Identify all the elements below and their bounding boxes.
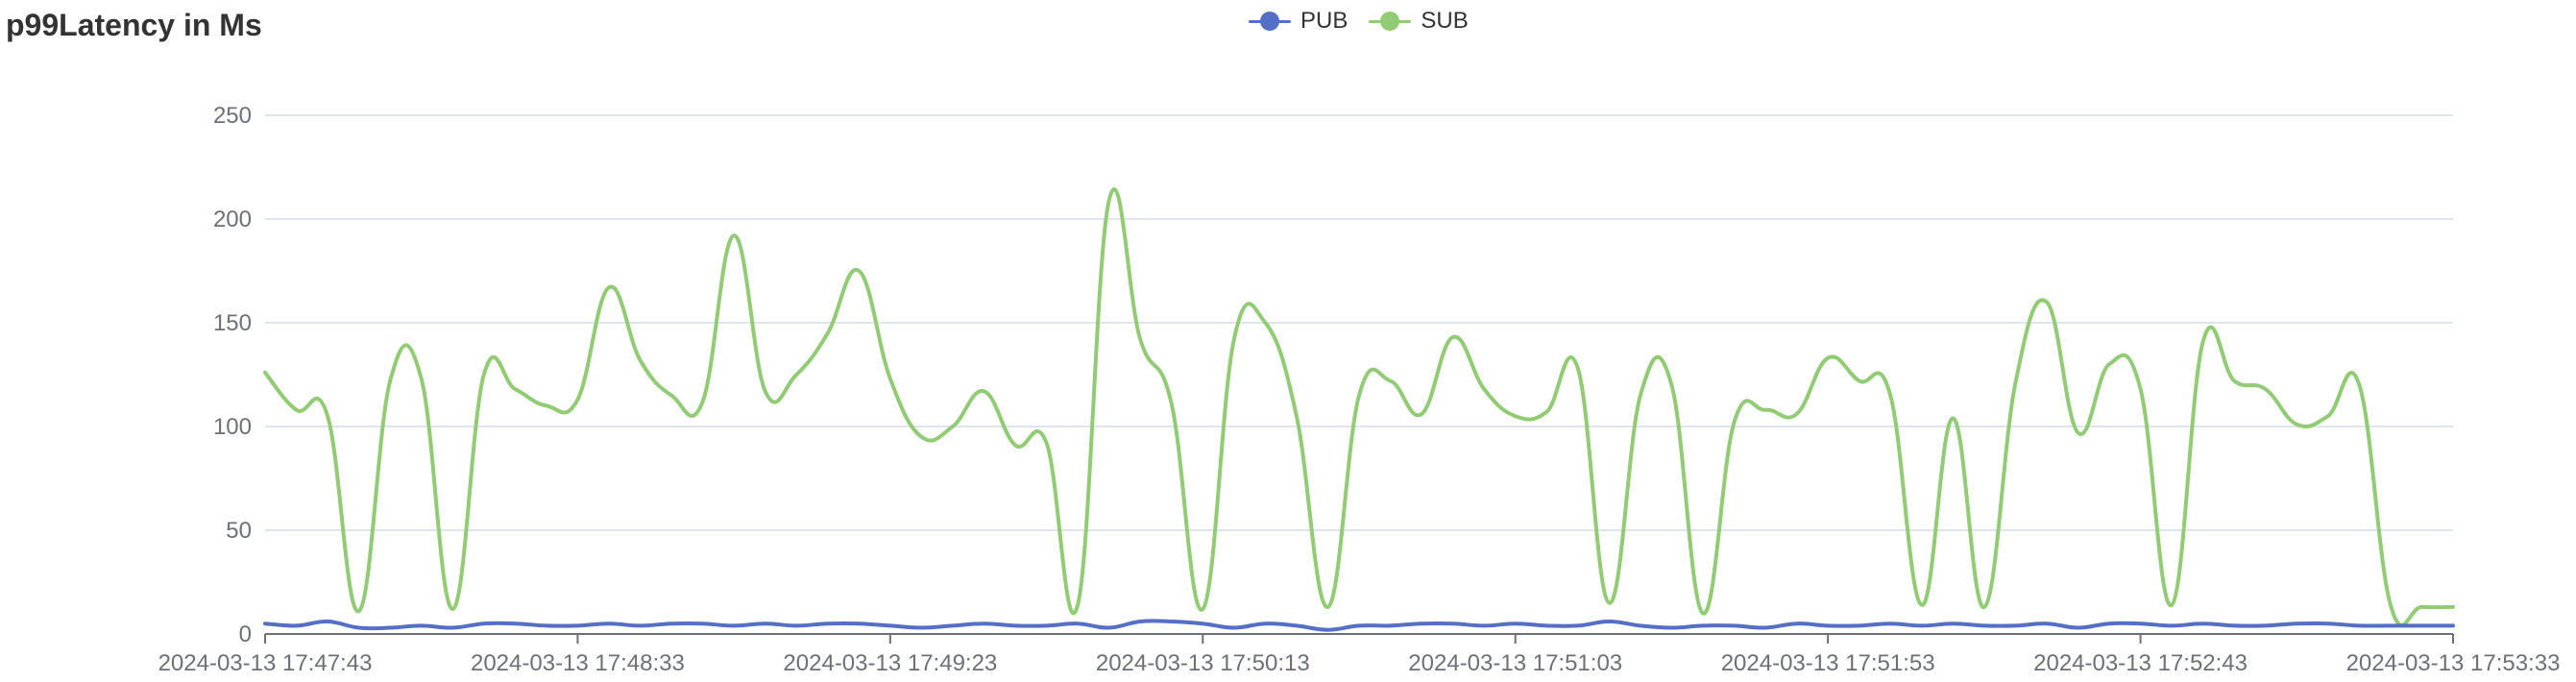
chart-title: p99Latency in Ms <box>6 8 262 42</box>
x-tick-label: 2024-03-13 17:48:33 <box>471 650 685 676</box>
y-tick-label: 0 <box>239 621 252 647</box>
x-tick-label: 2024-03-13 17:51:53 <box>1721 650 1935 676</box>
x-tick-label: 2024-03-13 17:50:13 <box>1096 650 1310 676</box>
x-tick-label: 2024-03-13 17:49:23 <box>783 650 997 676</box>
y-tick-label: 50 <box>226 518 252 544</box>
legend-sub-label: SUB <box>1421 8 1469 34</box>
legend-pub-swatch-icon <box>1249 11 1291 32</box>
x-axis: 2024-03-13 17:47:43 2024-03-13 17:48:33 20… <box>158 633 2561 676</box>
legend-item-pub[interactable]: PUB <box>1249 8 1348 35</box>
x-tick-label: 2024-03-13 17:52:43 <box>2033 650 2248 676</box>
y-tick-label: 100 <box>213 414 252 440</box>
y-axis-ticks: 0 50 100 150 200 250 <box>213 103 252 647</box>
y-tick-label: 150 <box>213 310 252 336</box>
x-tick-label: 2024-03-13 17:53:33 <box>2346 650 2561 676</box>
x-tick-label: 2024-03-13 17:47:43 <box>158 650 373 676</box>
legend-pub-label: PUB <box>1300 8 1349 34</box>
legend-item-sub[interactable]: SUB <box>1369 8 1469 35</box>
grid-lines <box>265 114 2453 531</box>
series-line-pub[interactable] <box>263 619 2455 632</box>
chart-legend: PUB SUB <box>1249 8 1469 35</box>
y-tick-label: 200 <box>213 207 252 232</box>
y-tick-label: 250 <box>213 103 252 129</box>
x-tick-label: 2024-03-13 17:51:03 <box>1408 650 1622 676</box>
series-line-sub[interactable] <box>263 187 2455 627</box>
series-lines <box>263 187 2455 632</box>
legend-sub-swatch-icon <box>1369 11 1412 32</box>
